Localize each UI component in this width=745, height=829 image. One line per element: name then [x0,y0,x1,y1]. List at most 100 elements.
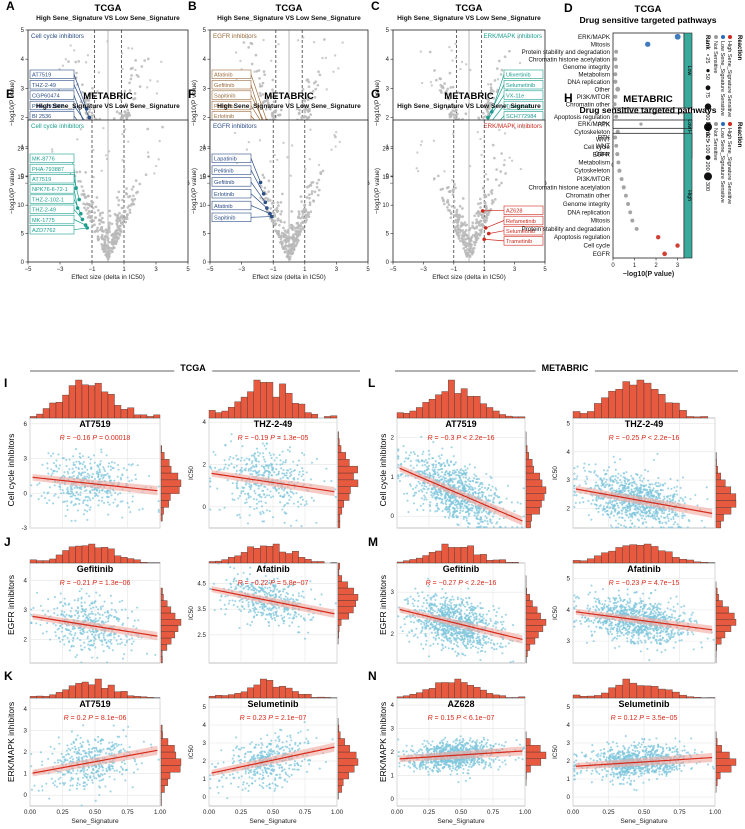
drug-point [283,245,287,248]
data-point [247,469,250,472]
data-point [428,503,431,506]
data-point [58,464,62,467]
x-tick-label: −5 [390,267,398,273]
data-point [81,463,84,466]
data-point [498,496,501,499]
drug-point [309,210,313,214]
data-point [606,469,609,472]
data-point [445,480,449,483]
data-point [590,518,593,521]
drug-point [450,205,454,208]
drug-point [296,39,300,42]
data-point [679,486,682,489]
drug-point [149,79,152,82]
y-tick-label: 1 [391,474,395,481]
drug-point [110,249,113,253]
drug-point [308,201,312,204]
panel-title: METABRIC [83,91,133,102]
y-tick-label: 0 [203,504,207,511]
data-point [251,460,254,463]
data-point [587,499,590,503]
drug-point [333,54,337,57]
data-point [444,493,447,496]
data-point [412,502,416,505]
data-point [599,504,602,507]
row-label: EGFR inhibitors [378,575,388,635]
drug-point [121,198,124,202]
histogram-bar [160,479,182,487]
data-point [669,477,672,481]
drug-point [123,89,127,93]
data-point [260,505,264,508]
data-point [287,502,290,505]
data-point [477,511,480,514]
data-point [98,491,101,494]
data-point [409,483,412,486]
data-point [330,480,333,483]
histogram-bar [247,391,254,419]
histogram-bar [480,403,487,419]
data-point [260,500,263,503]
drug-point [100,216,104,220]
data-point [467,521,470,525]
data-point [262,452,265,455]
data-point [633,525,636,528]
data-point [241,445,244,448]
drug-point [458,231,461,235]
y-tick-label: 10 [199,203,206,209]
legend-size-dot [706,69,710,73]
stat-label: R = −0.3 P < 2.2e−16 [428,435,495,442]
data-point [79,456,82,459]
drug-point [124,216,127,220]
histogram-bar [266,382,274,419]
data-point [51,452,55,455]
drug-point [473,214,476,218]
data-point [434,496,437,499]
drug-point [493,79,497,82]
data-point [240,456,243,459]
data-point [489,519,492,522]
drug-point [479,206,482,209]
x-tick-label: 1 [633,263,637,269]
pathway-label: PI3K/MTOR [577,94,611,101]
histogram-bar [140,414,148,419]
data-point [255,498,258,501]
data-point [257,487,260,490]
data-point [266,494,269,497]
drug-point [513,127,517,130]
drug-point [460,234,464,237]
drug-point [64,58,68,61]
data-point [334,488,337,491]
data-point [452,484,455,487]
data-point [310,461,314,464]
drug-point [264,196,268,200]
data-point [640,510,643,513]
data-point [69,495,72,498]
data-point [107,475,110,478]
drug-label: BI 2536 [32,114,51,120]
data-point [218,508,221,511]
drug-point [92,219,96,223]
data-point [82,471,85,474]
histogram-bar [525,486,547,494]
drug-point [128,211,132,214]
drug-point [283,234,287,238]
data-point [279,501,282,504]
drug-point [454,186,457,190]
data-point [448,510,451,513]
data-point [647,491,650,494]
data-point [440,463,443,466]
highlight-point [480,209,485,213]
data-point [71,471,74,474]
data-point [676,493,679,496]
data-point [432,494,435,497]
data-point [423,487,426,491]
data-point [421,472,424,475]
data-point [325,467,328,470]
data-point [251,473,254,476]
data-point [315,457,318,461]
data-point [409,464,412,467]
data-point [43,497,47,500]
drug-point [129,67,133,71]
drug-point [111,247,115,251]
